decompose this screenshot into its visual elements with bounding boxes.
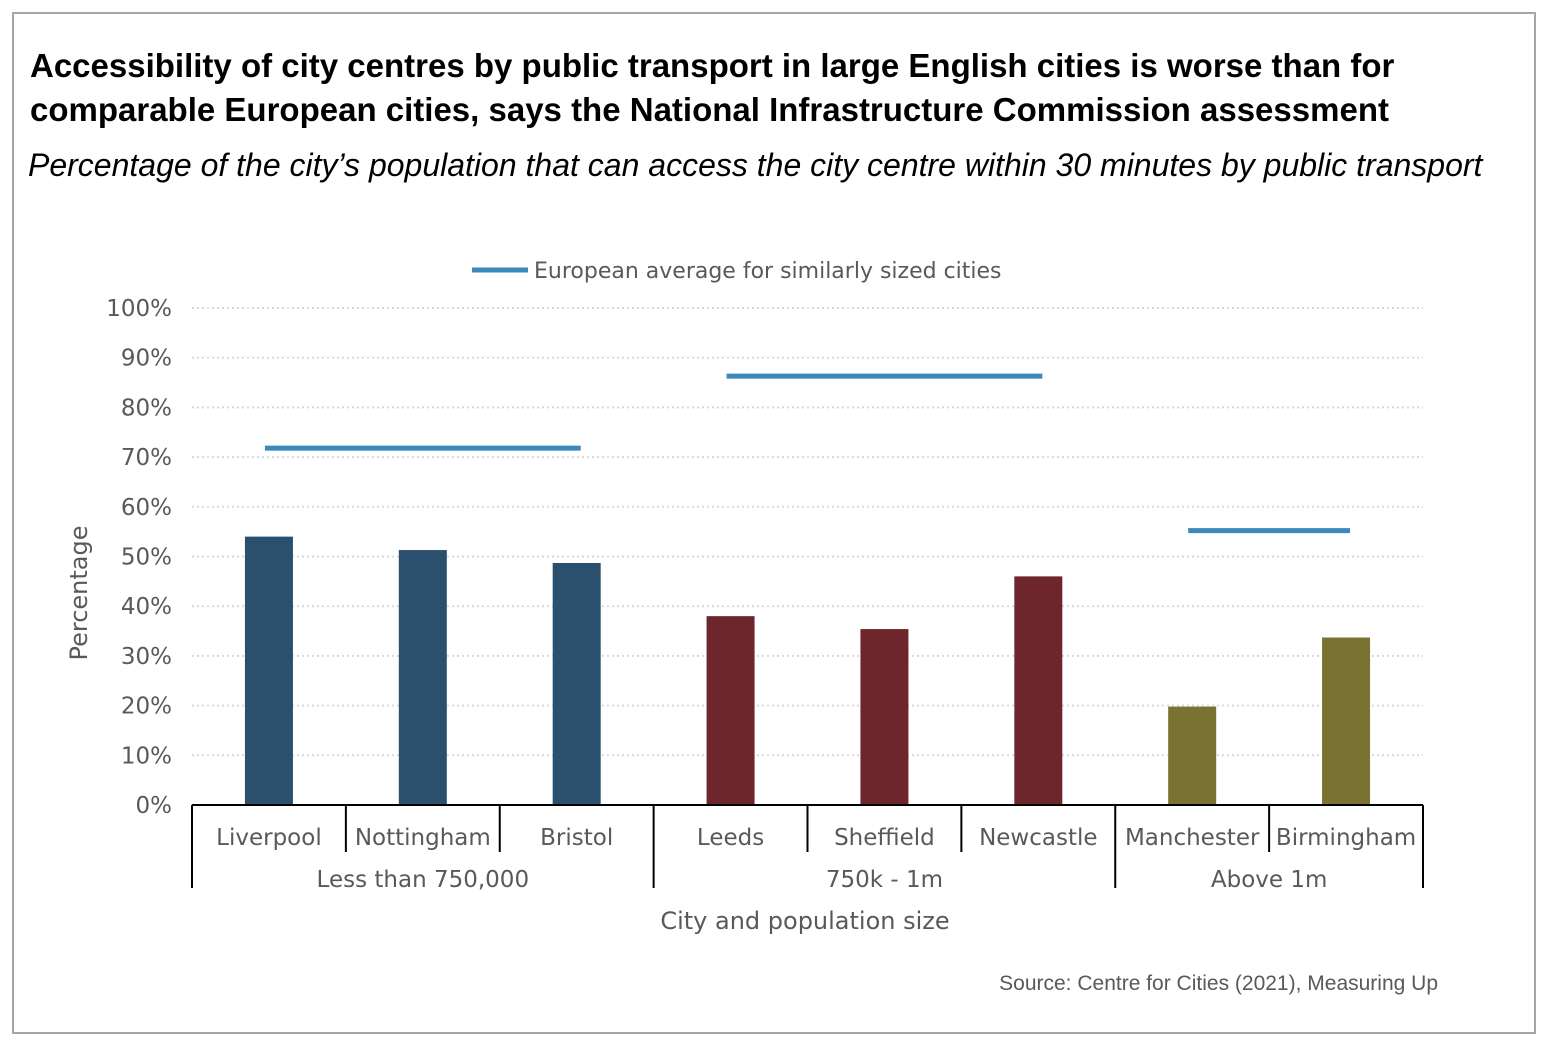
group-label: Less than 750,000 xyxy=(317,867,530,893)
y-tick-label: 70% xyxy=(121,445,172,471)
bar-birmingham xyxy=(1322,637,1371,805)
y-tick-label: 60% xyxy=(121,495,172,521)
y-tick-label: 0% xyxy=(136,793,173,819)
x-tick-label: Manchester xyxy=(1125,825,1260,851)
chart-title: Accessibility of city centres by public … xyxy=(30,47,1395,128)
y-tick-label: 20% xyxy=(121,694,172,720)
y-tick-label: 30% xyxy=(121,644,172,670)
y-tick-label: 90% xyxy=(121,346,172,372)
bar-leeds xyxy=(706,616,755,805)
y-tick-label: 80% xyxy=(121,395,172,421)
y-tick-label: 40% xyxy=(121,594,172,620)
bar-newcastle xyxy=(1014,576,1063,805)
y-tick-labels: 0% 10% 20% 30% 40% 50% 60% 70% 80% 90% 100% xyxy=(106,296,172,819)
x-tick-label: Liverpool xyxy=(216,825,322,851)
bars xyxy=(244,536,1371,805)
bar-sheffield xyxy=(860,629,909,805)
european-average-lines xyxy=(264,373,1351,534)
chart-subtitle: Percentage of the city’s population that… xyxy=(28,147,1483,183)
y-tick-label: 50% xyxy=(121,545,172,571)
chart-frame xyxy=(12,12,1536,1034)
grid-lines xyxy=(192,307,1423,757)
x-tick-label: Leeds xyxy=(697,825,764,851)
x-tick-label: Birmingham xyxy=(1276,825,1416,851)
x-axis-title: City and population size xyxy=(660,907,949,935)
x-axis xyxy=(191,804,1424,888)
x-category-labels: Liverpool Nottingham Bristol Leeds Sheffield… xyxy=(216,825,1416,851)
bar-bristol xyxy=(552,562,601,805)
y-axis-title: Percentage xyxy=(65,525,93,660)
bar-manchester xyxy=(1168,706,1217,805)
source-note: Source: Centre for Cities (2021), Measur… xyxy=(999,972,1438,995)
group-label: 750k - 1m xyxy=(826,867,943,893)
x-tick-label: Sheffield xyxy=(834,825,935,851)
x-tick-label: Newcastle xyxy=(979,825,1097,851)
y-tick-label: 10% xyxy=(121,743,172,769)
x-tick-label: Nottingham xyxy=(355,825,491,851)
group-labels: Less than 750,000 750k - 1m Above 1m xyxy=(317,867,1328,893)
y-tick-label: 100% xyxy=(106,296,172,322)
bar-liverpool xyxy=(244,536,293,805)
bar-nottingham xyxy=(398,550,447,805)
legend-label: European average for similarly sized cit… xyxy=(534,259,1002,284)
x-tick-label: Bristol xyxy=(540,825,613,851)
legend: European average for similarly sized cit… xyxy=(472,259,1002,284)
group-label: Above 1m xyxy=(1211,867,1328,893)
